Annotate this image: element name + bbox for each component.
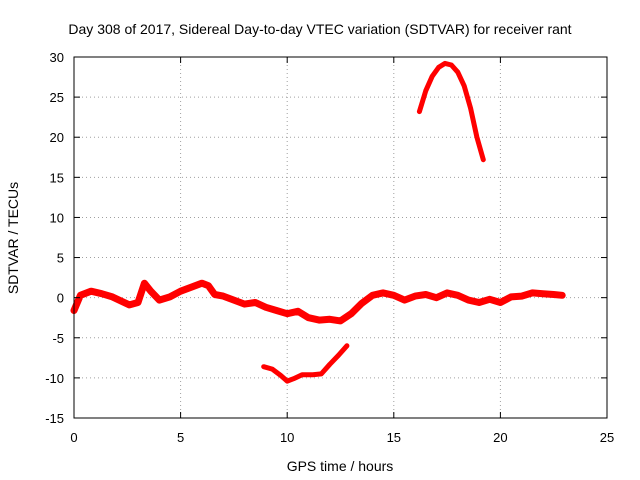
y-tick-label: -5: [52, 331, 64, 346]
data-point: [430, 74, 435, 79]
data-point: [299, 372, 305, 377]
data-point: [118, 298, 124, 304]
data-point: [434, 295, 439, 300]
data-point: [242, 301, 247, 307]
data-point: [263, 305, 269, 310]
data-point: [417, 109, 422, 114]
x-tick-label: 0: [70, 430, 77, 445]
data-point: [142, 281, 147, 286]
y-tick-label: 15: [50, 170, 64, 185]
data-point: [449, 62, 454, 68]
data-point: [508, 294, 514, 300]
series-peak-segment: [416, 60, 486, 163]
data-point: [178, 289, 183, 294]
data-point: [468, 106, 473, 111]
data-point: [88, 289, 94, 294]
data-point: [530, 290, 535, 296]
data-point: [189, 285, 194, 290]
data-point: [474, 135, 480, 140]
x-tick-label: 10: [280, 430, 294, 445]
data-point: [270, 366, 275, 372]
data-point: [212, 292, 217, 297]
data-point: [455, 70, 460, 75]
series-main-band: [70, 279, 566, 325]
data-point: [476, 300, 482, 305]
data-point: [370, 293, 375, 298]
data-point: [285, 311, 290, 316]
data-point: [99, 291, 104, 296]
y-tick-label: -10: [45, 371, 64, 386]
data-point: [498, 300, 503, 305]
axis-ticks: 0 5 10 15 20 25 -15 -10 -5 0 5 10 15 20 25 30: [45, 50, 614, 445]
y-tick-label: 25: [50, 90, 64, 105]
data-point: [344, 343, 350, 348]
data-point: [261, 364, 266, 369]
data-point: [349, 311, 354, 316]
data-point: [444, 290, 450, 296]
data-point: [278, 373, 283, 378]
data-point: [327, 362, 332, 367]
data-point: [540, 291, 546, 296]
y-tick-label: 5: [57, 251, 64, 266]
data-point: [327, 317, 332, 322]
chart-title: Day 308 of 2017, Sidereal Day-to-day VTE…: [68, 21, 571, 37]
data-point: [338, 318, 343, 324]
series-dip-segment: [261, 343, 350, 384]
data-point: [551, 292, 556, 297]
grid-lines: [74, 57, 607, 418]
plot-frame: [73, 56, 608, 419]
y-tick-label: 20: [50, 130, 64, 145]
y-tick-label: 30: [50, 50, 64, 65]
data-point: [336, 353, 341, 358]
y-tick-label: 0: [57, 291, 64, 306]
data-point: [285, 378, 290, 384]
data-point: [274, 308, 279, 313]
data-point: [157, 297, 162, 303]
data-point: [231, 297, 237, 303]
data-point: [319, 371, 324, 377]
data-point: [221, 293, 226, 299]
data-point: [359, 301, 364, 306]
x-axis-label: GPS time / hours: [287, 458, 394, 474]
data-point: [402, 297, 407, 303]
data-point: [199, 281, 205, 286]
data-point: [110, 294, 115, 300]
data-point: [423, 292, 428, 297]
data-point: [412, 293, 418, 299]
x-tick-label: 25: [600, 430, 614, 445]
x-tick-label: 15: [387, 430, 401, 445]
data-point: [436, 65, 441, 70]
data-point: [306, 315, 311, 320]
data-point: [310, 372, 315, 377]
x-tick-label: 20: [493, 430, 507, 445]
data-point: [135, 300, 141, 305]
data-point: [391, 293, 396, 298]
x-tick-label: 5: [177, 430, 184, 445]
data-point: [442, 61, 448, 66]
data-point: [295, 309, 301, 314]
data-point: [481, 157, 486, 162]
data-point: [462, 83, 467, 89]
y-tick-label: 10: [50, 210, 64, 225]
data-point: [519, 293, 524, 299]
data-point: [127, 302, 132, 308]
data-point: [167, 294, 173, 300]
data-point: [206, 283, 211, 288]
data-point: [560, 293, 565, 298]
data-series: [70, 60, 566, 384]
data-point: [253, 300, 258, 305]
data-point: [487, 297, 492, 302]
y-tick-label: -15: [45, 411, 64, 426]
data-point: [466, 297, 471, 303]
data-point: [455, 293, 460, 298]
data-point: [317, 317, 322, 323]
data-point: [423, 88, 428, 93]
data-point: [78, 293, 83, 298]
y-axis-label: SDTVAR / TECUs: [5, 182, 21, 294]
data-point: [380, 290, 386, 296]
data-point: [291, 376, 296, 381]
data-point: [148, 289, 153, 294]
